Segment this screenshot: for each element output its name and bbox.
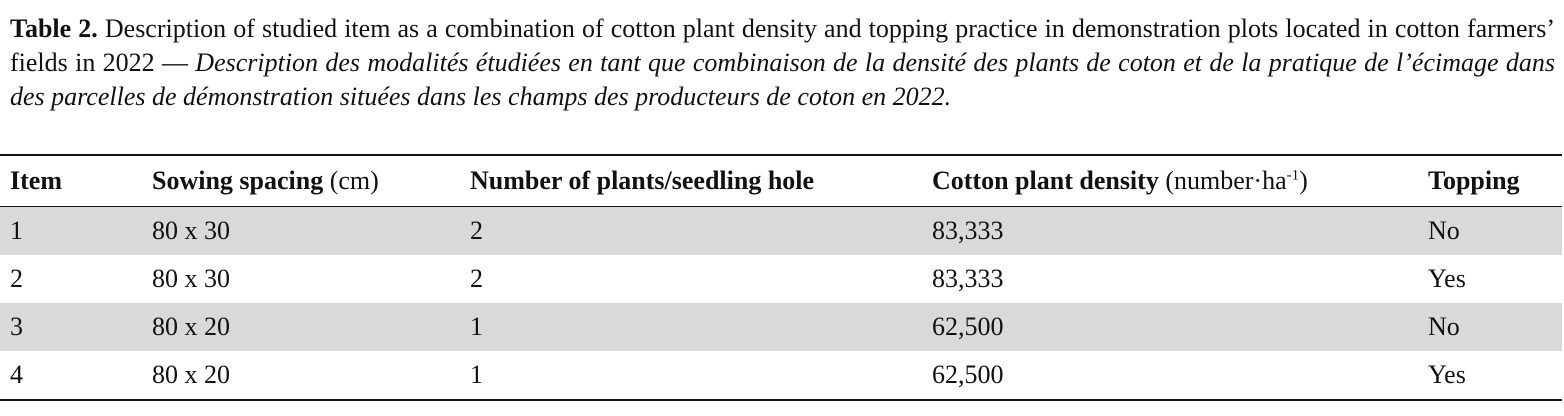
- header-text: Number of plants/seedling hole: [470, 166, 815, 195]
- caption-separator: —: [161, 48, 188, 77]
- caption: Table 2. Description of studied item as …: [10, 12, 1555, 114]
- header-unit: (cm): [329, 166, 379, 195]
- header-text: Sowing spacing: [152, 166, 324, 195]
- table-cell: Yes: [1428, 264, 1466, 293]
- table-row: 4 80 x 20 1 62,500 Yes: [0, 351, 1562, 400]
- header-text: Cotton plant density: [932, 166, 1159, 195]
- table-cell: 83,333: [932, 264, 1004, 293]
- table-cell: 4: [10, 360, 23, 389]
- table-cell: 83,333: [922, 206, 1418, 255]
- table-cell: No: [1418, 206, 1562, 255]
- caption-label: Table 2.: [10, 14, 98, 43]
- table-cell: 62,500: [932, 360, 1004, 389]
- caption-english: Description of studied item as a combina…: [10, 14, 1555, 77]
- table-cell: 2: [10, 264, 23, 293]
- header-unit: (number·ha: [1165, 166, 1287, 195]
- table-row: 1 80 x 30 2 83,333 No: [0, 206, 1562, 255]
- table-cell: 3: [0, 303, 142, 351]
- table-cell: 1: [460, 303, 922, 351]
- header-cell: Topping: [1418, 155, 1562, 207]
- header-unit-end: ): [1299, 166, 1308, 195]
- table-cell: 80 x 30: [152, 264, 230, 293]
- table-cell: Yes: [1428, 360, 1466, 389]
- header-cell: Number of plants/seedling hole: [460, 155, 922, 207]
- table-cell: 80 x 30: [142, 206, 460, 255]
- header-cell: Cotton plant density (number·ha-1): [922, 155, 1418, 207]
- caption-french: Description des modalités étudiées en ta…: [10, 48, 1555, 111]
- table-body: 1 80 x 30 2 83,333 No 2 80 x 30 2 83,333 Yes 3 80 x…: [0, 206, 1562, 401]
- header-cell: Sowing spacing (cm): [142, 155, 460, 207]
- header-cell: Item: [0, 155, 142, 207]
- header-text: Topping: [1428, 166, 1520, 195]
- header-text: Item: [10, 166, 62, 195]
- table-cell: 80 x 20: [142, 303, 460, 351]
- header-row: Item Sowing spacing (cm) Number of plants/…: [0, 155, 1562, 207]
- table-cell: 62,500: [922, 303, 1418, 351]
- header-unit-sup: -1: [1286, 167, 1300, 184]
- table-cell: No: [1418, 303, 1562, 351]
- table-cell: 80 x 20: [152, 360, 230, 389]
- table-row: 3 80 x 20 1 62,500 No: [0, 303, 1562, 351]
- table-cell: 2: [460, 206, 922, 255]
- table-cell: 1: [0, 206, 142, 255]
- data-table: Item Sowing spacing (cm) Number of plants/…: [0, 154, 1562, 401]
- table-row: 2 80 x 30 2 83,333 Yes: [0, 255, 1562, 303]
- table-cell: 2: [470, 264, 483, 293]
- table-cell: 1: [470, 360, 483, 389]
